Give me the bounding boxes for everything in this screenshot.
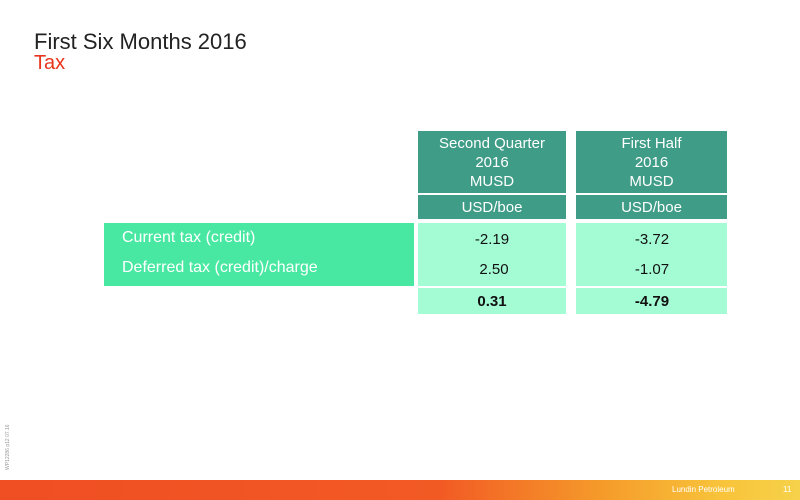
column-header-h1-line2: 2016: [634, 153, 669, 171]
row-labels-block: [104, 223, 414, 286]
cell-total-q2: 0.31: [477, 293, 507, 310]
slide-subtitle: Tax: [34, 52, 66, 74]
column-header-q2-line1: Second Quarter: [439, 134, 545, 152]
column-header-q2: Second Quarter 2016 MUSD: [418, 131, 566, 193]
footer-company-name: Lundin Petroleum: [672, 485, 735, 494]
total-block-q2: [418, 288, 566, 314]
column-header-h1-line3: MUSD: [629, 172, 674, 190]
column-header-h1: First Half 2016 MUSD: [576, 131, 727, 193]
unit-header-q2: USD/boe: [418, 195, 566, 219]
data-block-q2: [418, 223, 566, 286]
cell-current-tax-q2: -2.19: [474, 231, 510, 248]
document-code: WP12286 p12 07.16: [5, 424, 11, 470]
cell-deferred-tax-q2: 2.50: [479, 261, 509, 278]
cell-total-h1: -4.79: [634, 293, 670, 310]
column-header-h1-line1: First Half: [621, 134, 682, 152]
footer-bar: [0, 480, 800, 500]
column-header-q2-line3: MUSD: [469, 172, 515, 190]
page-number: 11: [783, 485, 792, 494]
slide-title: First Six Months 2016: [34, 29, 247, 54]
data-block-h1: [576, 223, 727, 286]
cell-deferred-tax-h1: -1.07: [634, 261, 670, 278]
row-label-current-tax: Current tax (credit): [122, 229, 256, 246]
total-block-h1: [576, 288, 727, 314]
cell-current-tax-h1: -3.72: [634, 231, 670, 248]
unit-header-h1: USD/boe: [576, 195, 727, 219]
column-header-q2-line2: 2016: [475, 153, 509, 171]
row-label-deferred-tax: Deferred tax (credit)/charge: [122, 259, 318, 276]
